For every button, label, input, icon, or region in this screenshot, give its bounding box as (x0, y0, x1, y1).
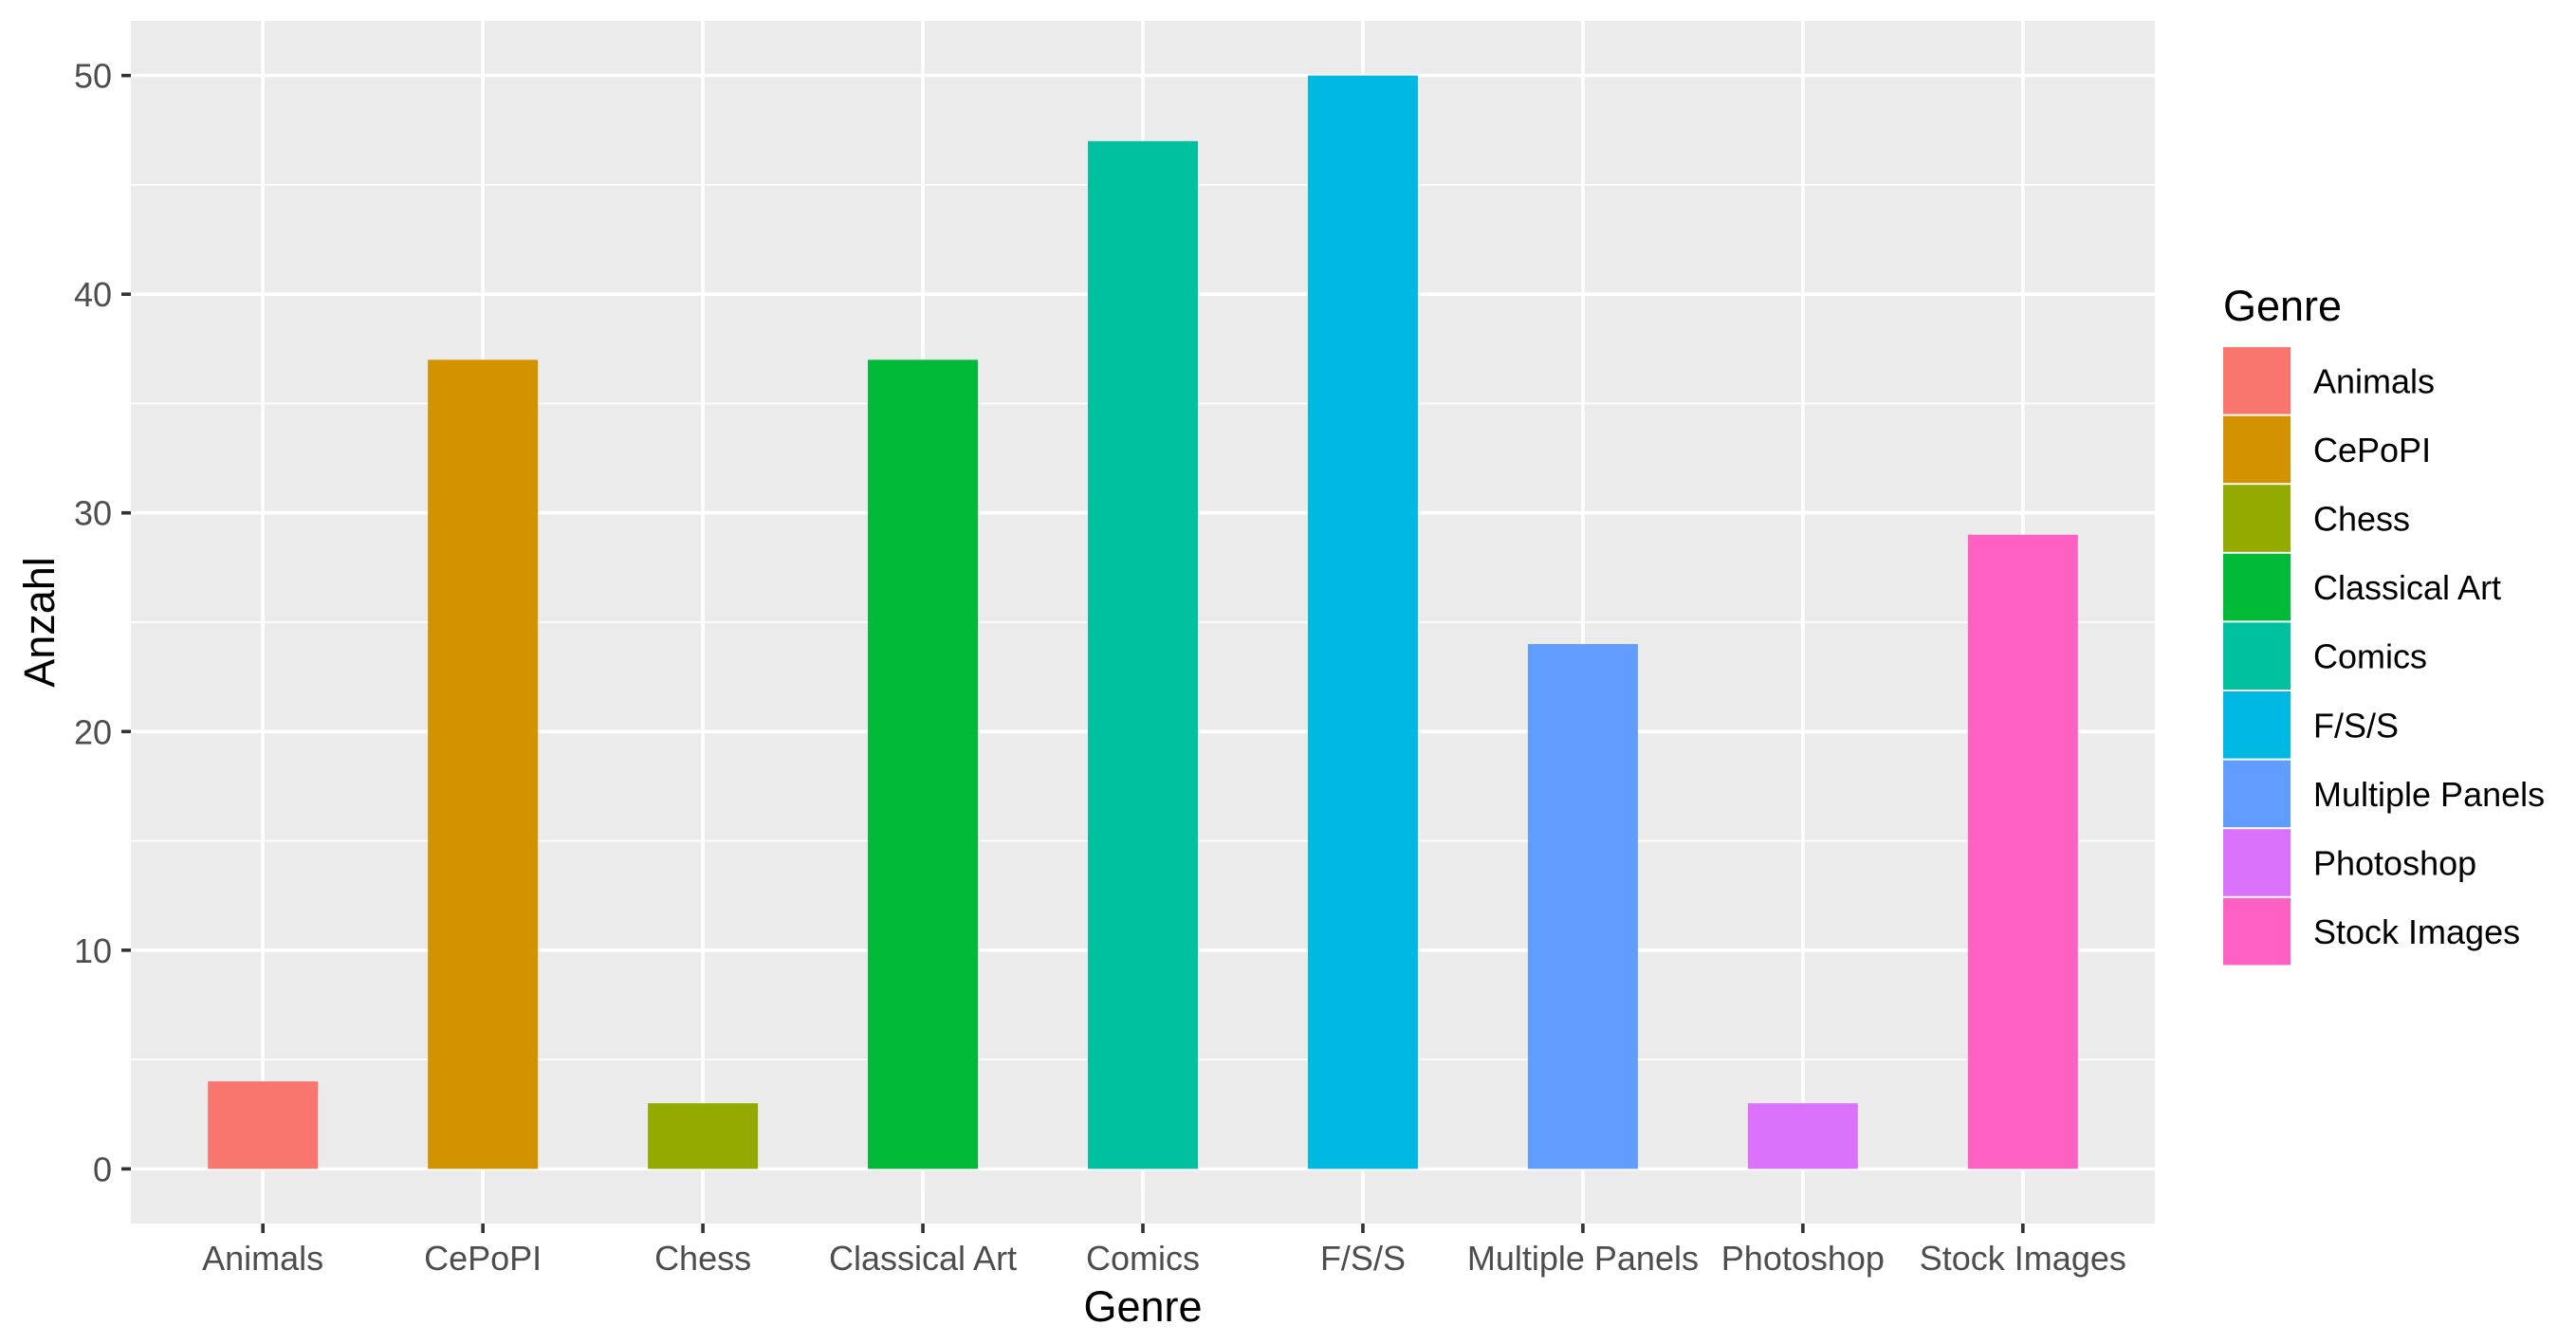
bar (1747, 1103, 1858, 1169)
legend-label: Stock Images (2313, 912, 2520, 951)
y-tick-label: 0 (93, 1150, 112, 1188)
legend-swatch (2223, 415, 2291, 484)
x-axis: Animals CePoPI Chess Classical Art Comics F/S… (202, 1224, 2126, 1278)
legend-swatch (2223, 622, 2291, 690)
y-tick-label: 30 (74, 494, 112, 533)
legend-swatch (2223, 760, 2291, 828)
legend-label: Chess (2313, 500, 2410, 539)
x-tick-label: Classical Art (829, 1239, 1017, 1278)
legend-label: Comics (2313, 637, 2427, 676)
legend-label: CePoPI (2313, 431, 2431, 469)
x-tick-label: Multiple Panels (1467, 1239, 1699, 1278)
legend-swatch (2223, 347, 2291, 414)
bar (648, 1103, 759, 1169)
legend-label: Photoshop (2313, 844, 2476, 883)
x-tick-label: CePoPI (424, 1239, 542, 1278)
y-axis-title: Anzahl (15, 557, 64, 688)
x-tick-label: Animals (202, 1239, 323, 1278)
legend: Genre Animals CePoPI Chess Classical Art Com… (2223, 282, 2545, 966)
y-axis: 0 10 20 30 40 50 (74, 57, 131, 1188)
legend-items: Animals CePoPI Chess Classical Art Comics F/S… (2223, 347, 2545, 966)
bar (208, 1081, 319, 1169)
x-tick-label: Photoshop (1721, 1239, 1885, 1278)
legend-swatch (2223, 829, 2291, 896)
bar (428, 359, 539, 1169)
bar (1088, 140, 1198, 1169)
legend-label: Classical Art (2313, 568, 2501, 607)
legend-title: Genre (2223, 282, 2342, 330)
legend-swatch (2223, 897, 2291, 966)
legend-label: Animals (2313, 361, 2435, 400)
bar (1967, 534, 2078, 1169)
x-tick-label: Comics (1086, 1239, 1200, 1278)
legend-swatch (2223, 691, 2291, 759)
x-axis-title: Genre (1083, 1282, 1202, 1331)
legend-label: Multiple Panels (2313, 775, 2545, 814)
y-tick-label: 40 (74, 275, 112, 314)
bar (1527, 644, 1638, 1169)
x-tick-label: Chess (654, 1239, 751, 1278)
bar (1307, 75, 1418, 1169)
y-tick-label: 50 (74, 57, 112, 96)
legend-swatch (2223, 553, 2291, 621)
bar (868, 359, 979, 1169)
y-tick-label: 20 (74, 712, 112, 751)
x-tick-label: F/S/S (1320, 1239, 1406, 1278)
legend-swatch (2223, 485, 2291, 552)
bars (208, 75, 2078, 1169)
y-tick-label: 10 (74, 931, 112, 970)
legend-label: F/S/S (2313, 706, 2399, 745)
x-tick-label: Stock Images (1920, 1239, 2126, 1278)
